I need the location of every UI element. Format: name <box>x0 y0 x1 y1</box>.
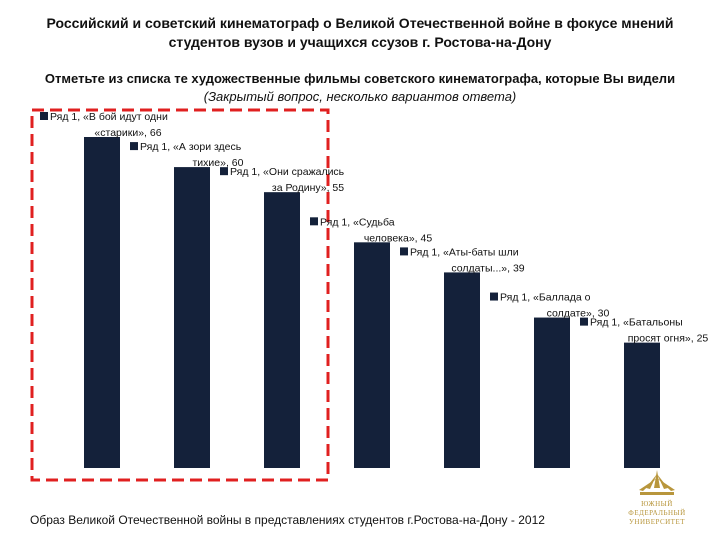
data-label-6-line-1: Ряд 1, «Баллада о <box>500 292 591 304</box>
logo-line-3: УНИВЕРСИТЕТ <box>629 518 685 526</box>
bar-2 <box>174 167 210 468</box>
logo-line-1: ЮЖНЫЙ <box>641 500 673 508</box>
question-text: Отметьте из списка те художественные фил… <box>20 70 700 106</box>
data-label-3-line-2: за Родину», 55 <box>272 182 344 194</box>
data-label-7-line-1: Ряд 1, «Батальоны <box>590 317 683 329</box>
bar-1 <box>84 137 120 468</box>
data-label-5-line-1: Ряд 1, «Аты-баты шли <box>410 246 519 258</box>
question-note: (Закрытый вопрос, несколько вариантов от… <box>203 89 517 104</box>
data-label-4-line-2: человека», 45 <box>364 232 433 244</box>
label-key-3 <box>220 167 228 176</box>
highlight-box <box>30 108 330 482</box>
data-label-3-line-1: Ряд 1, «Они сражались <box>230 166 345 178</box>
label-key-6 <box>490 292 498 301</box>
bar-6 <box>534 317 570 468</box>
logo-line-2: ФЕДЕРАЛЬНЫЙ <box>628 509 685 517</box>
data-label-2-line-1: Ряд 1, «А зори здесь <box>140 141 242 153</box>
label-key-2 <box>130 142 138 151</box>
data-label-5-line-2: солдаты...», 39 <box>451 262 524 274</box>
label-key-1 <box>40 112 48 120</box>
data-label-1-line-2: «старики», 66 <box>94 127 161 139</box>
bar-3 <box>264 192 300 468</box>
university-logo-icon: ЮЖНЫЙ ФЕДЕРАЛЬНЫЙ УНИВЕРСИТЕТ <box>628 470 685 526</box>
question-main: Отметьте из списка те художественные фил… <box>44 71 676 86</box>
data-label-7-line-2: просят огня», 25 <box>628 333 709 345</box>
data-label-6-line-2: солдате», 30 <box>547 308 610 320</box>
page-title: Российский и советский кинематограф о Ве… <box>46 15 674 50</box>
bar-7 <box>624 342 660 468</box>
bar-4 <box>354 242 390 468</box>
label-key-7 <box>580 317 588 326</box>
label-key-5 <box>400 247 408 256</box>
data-label-2-line-2: тихие», 60 <box>193 157 244 169</box>
bar-5 <box>444 272 480 468</box>
footer-caption: Образ Великой Отечественной войны в пред… <box>30 513 545 527</box>
label-key-4 <box>310 217 318 226</box>
data-label-4-line-1: Ряд 1, «Судьба <box>320 216 395 228</box>
data-label-1-line-1: Ряд 1, «В бой идут одни <box>50 111 168 123</box>
